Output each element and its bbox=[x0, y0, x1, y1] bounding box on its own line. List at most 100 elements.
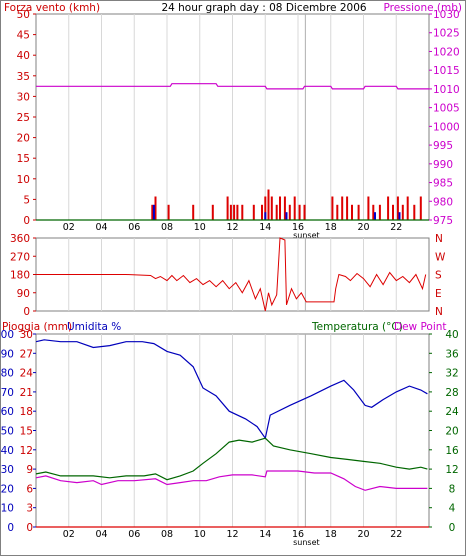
temperature-tick-label: 28 bbox=[445, 387, 458, 399]
x-tick-label: 14 bbox=[259, 222, 271, 233]
humidity-tick-label: 20 bbox=[1, 483, 14, 495]
wind-bar bbox=[252, 204, 255, 220]
pressure-tick-label: 995 bbox=[433, 140, 453, 152]
wind-bar bbox=[270, 196, 273, 220]
humidity-tick-label: 40 bbox=[1, 445, 14, 457]
x-tick-label: 08 bbox=[161, 529, 173, 540]
rain-tick-label: 24 bbox=[20, 368, 34, 380]
wind-bar bbox=[154, 196, 157, 220]
temperature-tick-label: 4 bbox=[449, 503, 456, 515]
rain-tick-label: 27 bbox=[20, 348, 33, 360]
wind-bar bbox=[413, 204, 416, 220]
wind-tick-label: 25 bbox=[17, 112, 30, 124]
wind-bar bbox=[233, 204, 236, 220]
top-grid bbox=[68, 14, 397, 220]
rain-tick-label: 18 bbox=[20, 406, 33, 418]
dewpoint-axis-title: Dew Point bbox=[394, 321, 447, 333]
x-tick-label: 18 bbox=[325, 222, 337, 233]
wind-tick-label: 50 bbox=[17, 9, 30, 21]
wind-tick-label: 45 bbox=[17, 30, 30, 42]
x-tick-label: 10 bbox=[194, 529, 206, 540]
x-tick-label: 06 bbox=[128, 222, 140, 233]
x-tick-label: 20 bbox=[357, 529, 369, 540]
temperature-tick-label: 8 bbox=[449, 483, 456, 495]
bottom-x-ticks: 02 04 06 08 10 12 14 16 18 20 22 sunset bbox=[63, 529, 403, 547]
pressure-ticks: 975 980 985 990 995 1000 1005 1010 1015 1020 1025 1… bbox=[429, 9, 460, 227]
x-tick-label: 20 bbox=[357, 222, 369, 233]
wind-bar bbox=[192, 204, 195, 220]
pressure-tick-label: 1000 bbox=[433, 121, 460, 133]
temperature-axis-title: Temperatura (°C) bbox=[311, 321, 403, 333]
temperature-tick-label: 20 bbox=[445, 426, 458, 438]
wind-bar bbox=[226, 196, 229, 220]
wind-bar bbox=[151, 204, 154, 220]
direction-line bbox=[36, 237, 427, 312]
humidity-tick-label: 70 bbox=[1, 387, 14, 399]
x-tick-label: 04 bbox=[95, 529, 107, 540]
wind-bar bbox=[346, 196, 349, 220]
series-line-dew-point bbox=[35, 470, 428, 491]
direction-tick-label: 180 bbox=[10, 270, 30, 282]
humidity-tick-label: 30 bbox=[1, 464, 14, 476]
wind-bar bbox=[211, 204, 214, 220]
wind-tick-label: 20 bbox=[17, 133, 30, 145]
wind-bar bbox=[275, 204, 278, 220]
rain-tick-label: 3 bbox=[26, 503, 33, 515]
wind-bar bbox=[285, 212, 288, 220]
top-x-ticks: 02 04 06 08 10 12 14 16 18 20 22 sunset bbox=[63, 222, 403, 240]
direction-tick-label: 360 bbox=[10, 233, 30, 245]
rain-tick-label: 9 bbox=[26, 464, 33, 476]
temperature-tick-label: 36 bbox=[445, 348, 459, 360]
wind-bar bbox=[283, 196, 286, 220]
direction-ticks: 0 90 180 270 360 bbox=[10, 233, 36, 318]
pressure-tick-label: 1015 bbox=[433, 65, 460, 77]
humidity-tick-label: 100 bbox=[0, 329, 14, 341]
x-tick-label: 16 bbox=[292, 529, 304, 540]
x-tick-label: 22 bbox=[390, 222, 402, 233]
wind-tick-label: 0 bbox=[23, 215, 30, 227]
sunset-label: sunset bbox=[293, 538, 320, 547]
humidity-tick-label: 50 bbox=[1, 426, 14, 438]
rain-tick-label: 21 bbox=[20, 387, 33, 399]
x-tick-label: 16 bbox=[292, 222, 304, 233]
wind-bar bbox=[293, 196, 296, 220]
pressure-tick-label: 985 bbox=[433, 178, 453, 190]
wind-tick-label: 40 bbox=[17, 50, 30, 62]
wind-tick-label: 5 bbox=[23, 194, 30, 206]
wind-bar bbox=[372, 204, 375, 220]
wind-bar bbox=[288, 204, 291, 220]
x-tick-label: 14 bbox=[259, 529, 271, 540]
temperature-tick-label: 12 bbox=[445, 464, 458, 476]
pressure-tick-label: 990 bbox=[433, 159, 453, 171]
bottom-series bbox=[35, 339, 429, 528]
pressure-tick-label: 975 bbox=[433, 215, 453, 227]
wind-bar bbox=[267, 189, 270, 220]
x-tick-label: 08 bbox=[161, 222, 173, 233]
series-line-temperatura-c- bbox=[35, 437, 428, 481]
compass-label: E bbox=[435, 288, 442, 300]
wind-bar bbox=[396, 196, 399, 220]
x-tick-label: 06 bbox=[128, 529, 140, 540]
temperature-tick-label: 0 bbox=[449, 522, 456, 534]
pressure-tick-label: 1025 bbox=[433, 28, 460, 40]
wind-bar bbox=[298, 204, 301, 220]
wind-bar bbox=[229, 204, 232, 220]
wind-bar bbox=[357, 204, 360, 220]
x-tick-label: 12 bbox=[226, 222, 238, 233]
wind-bar bbox=[331, 196, 334, 220]
temperature-tick-label: 40 bbox=[445, 329, 458, 341]
wind-bar bbox=[401, 204, 404, 220]
wind-bar bbox=[241, 204, 244, 220]
wind-bar bbox=[167, 204, 170, 220]
wind-bar bbox=[279, 196, 281, 220]
wind-bar bbox=[336, 204, 339, 220]
series-line-umidita- bbox=[35, 339, 428, 440]
series-line-pressione-mb- bbox=[36, 83, 429, 90]
direction-tick-label: 90 bbox=[17, 288, 30, 300]
wind-bar bbox=[152, 204, 155, 220]
pressure-tick-label: 980 bbox=[433, 196, 453, 208]
top-series bbox=[36, 83, 429, 221]
